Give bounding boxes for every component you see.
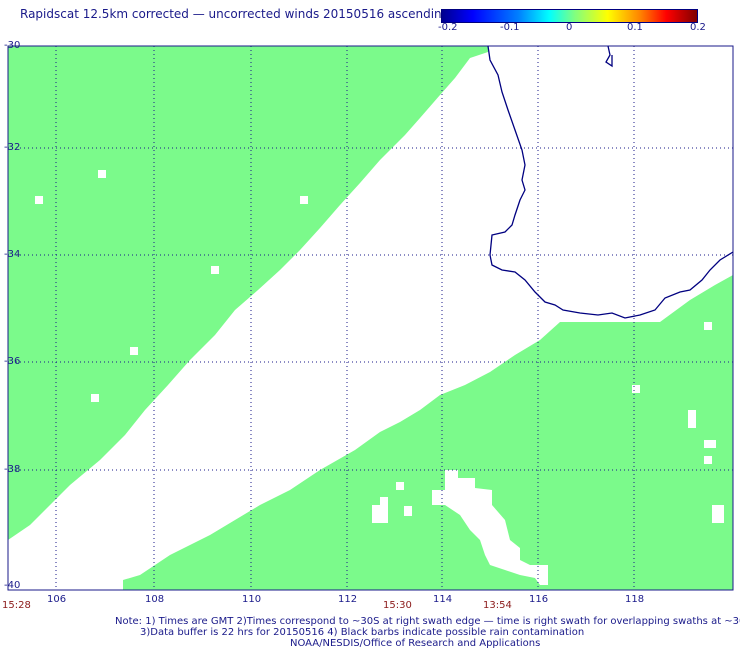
colorbar-tick: -0.1 <box>500 22 520 33</box>
lon-label: 116 <box>529 594 549 605</box>
right-swath <box>123 275 733 590</box>
colorbar-tick: 0 <box>566 22 573 33</box>
lon-label: 112 <box>338 594 358 605</box>
lat-label: -38 <box>4 464 21 475</box>
footnote-line: Note: 1) Times are GMT 2)Times correspon… <box>115 616 740 627</box>
lat-label: -30 <box>4 40 21 51</box>
lat-label: -36 <box>4 356 21 367</box>
map-title: Rapidscat 12.5km corrected — uncorrected… <box>20 7 450 21</box>
lat-label: -34 <box>4 249 21 260</box>
lon-label: 108 <box>145 594 165 605</box>
lon-label: 114 <box>433 594 453 605</box>
footnote-credit: NOAA/NESDIS/Office of Research and Appli… <box>290 638 541 649</box>
left-swath <box>8 46 488 540</box>
lon-label: 110 <box>242 594 262 605</box>
coastline <box>487 45 734 319</box>
colorbar-tick: 0.2 <box>690 22 706 33</box>
time-label: 15:28 <box>2 600 31 611</box>
lon-label: 118 <box>625 594 645 605</box>
coastline-island <box>605 45 613 68</box>
lon-label: 106 <box>47 594 67 605</box>
missing-data-cells <box>35 170 724 585</box>
lat-label: -40 <box>4 580 21 591</box>
colorbar <box>441 9 698 23</box>
time-label: 13:54 <box>483 600 512 611</box>
footnote-line: 3)Data buffer is 22 hrs for 20150516 4) … <box>140 627 585 638</box>
colorbar-tick: -0.2 <box>438 22 458 33</box>
time-label: 15:30 <box>383 600 412 611</box>
colorbar-tick: 0.1 <box>627 22 643 33</box>
lat-label: -32 <box>4 142 21 153</box>
graticule <box>8 46 733 590</box>
map-frame <box>7 45 734 591</box>
